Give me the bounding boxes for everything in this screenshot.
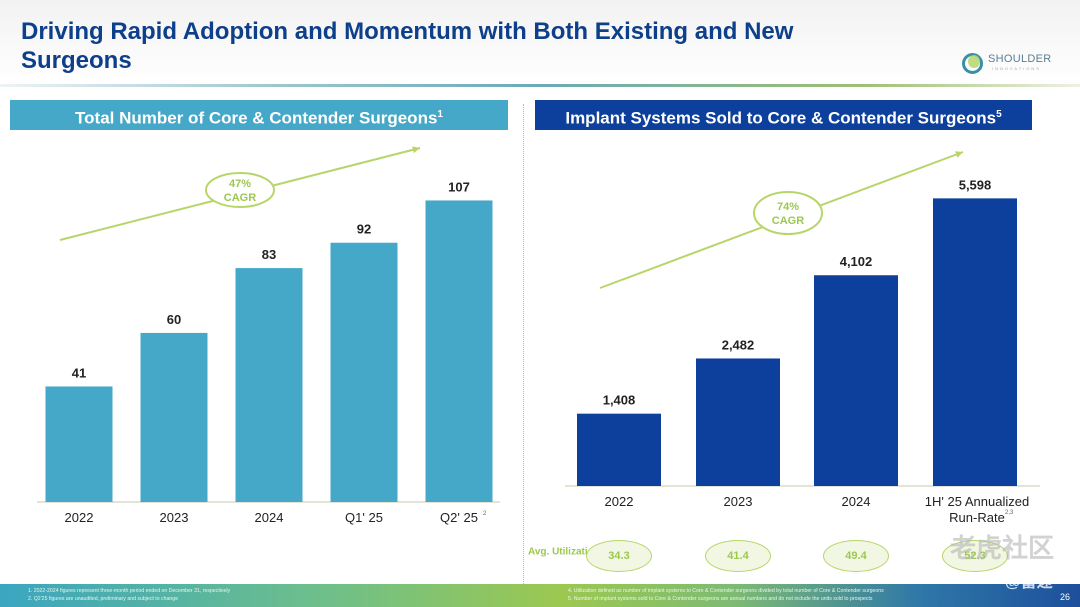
bar (330, 242, 398, 502)
x-tick-label: 2023 (724, 494, 753, 509)
bar (814, 275, 898, 486)
x-tick-label: Q1' 25 (345, 510, 383, 525)
x-tick-label: Run-Rate (949, 510, 1005, 525)
x-tick-label: 2022 (65, 510, 94, 525)
footnote-marker: 2 (483, 511, 487, 517)
footnote-2: 2. Q2'25 figures are unaudited, prelimin… (28, 596, 179, 602)
data-label: 107 (448, 179, 470, 194)
utilization-pill: 41.4 (705, 540, 771, 572)
logo-circle-icon (968, 55, 980, 68)
company-logo: SHOULDER INNOVATIONS (962, 51, 1062, 75)
footnote-4: 4. Utilization defined as number of impl… (568, 588, 884, 594)
slide-title: Driving Rapid Adoption and Momentum with… (21, 18, 794, 74)
logo-ring-icon (962, 53, 983, 74)
footnote-5: 5. Number of implant systems sold to Cor… (568, 596, 873, 602)
header-divider (0, 84, 1080, 87)
cagr-value: 47% (229, 178, 251, 190)
cagr-label: CAGR (772, 215, 804, 227)
trend-arrow-head-icon (412, 146, 420, 154)
utilization-pill: 34.3 (586, 540, 652, 572)
bar (577, 413, 661, 486)
cagr-badge (205, 172, 275, 208)
x-tick-label: 2022 (605, 494, 634, 509)
data-label: 2,482 (722, 337, 755, 352)
footnote-1: 1. 2022-2024 figures represent three-mon… (28, 588, 231, 594)
cagr-badge (753, 191, 823, 235)
bar (425, 200, 493, 503)
data-label: 4,102 (840, 254, 873, 269)
data-label: 1,408 (603, 393, 636, 408)
right-chart-title: Implant Systems Sold to Core & Contender… (535, 100, 1032, 130)
x-tick-label: 2024 (255, 510, 284, 525)
footnote-marker: 2,3 (1005, 510, 1014, 516)
logo-text: SHOULDER (988, 53, 1052, 65)
panel-divider (523, 104, 524, 584)
avg-utilization-label-text: Avg. Utilization (528, 546, 600, 558)
bar (696, 358, 780, 486)
x-tick-label: 1H' 25 Annualized (925, 494, 1029, 509)
trend-arrow-head-icon (955, 151, 963, 158)
left-chart-title-text: Total Number of Core & Contender Surgeon… (75, 108, 438, 128)
slide-header: Driving Rapid Adoption and Momentum with… (0, 0, 1080, 86)
utilization-pill: 52.3 (942, 540, 1008, 572)
data-label: 92 (357, 222, 371, 237)
left-chart-title: Total Number of Core & Contender Surgeon… (10, 100, 508, 130)
footnote-marker: 1 (437, 109, 443, 120)
slide-footer: 1. 2022-2024 figures represent three-mon… (0, 584, 1080, 607)
data-label: 83 (262, 247, 276, 262)
bar (235, 268, 303, 502)
data-label: 60 (167, 312, 181, 327)
footnote-marker: 5 (996, 109, 1002, 120)
data-label: 41 (72, 365, 86, 380)
bar (45, 386, 113, 502)
x-tick-label: Q2' 25 (440, 510, 478, 525)
watermark-text: 老虎社区 (950, 533, 1055, 563)
x-tick-label: 2023 (160, 510, 189, 525)
utilization-pill: 49.4 (823, 540, 889, 572)
data-label: 5,598 (959, 177, 992, 192)
bar (140, 332, 208, 502)
logo-subtext: INNOVATIONS (992, 66, 1041, 71)
cagr-value: 74% (777, 201, 799, 213)
bar (933, 198, 1017, 487)
x-tick-label: 2024 (842, 494, 871, 509)
cagr-label: CAGR (224, 192, 256, 204)
page-number: 26 (1060, 592, 1071, 602)
watermark-handle: @雷递 (1005, 574, 1053, 591)
charts-canvas: 47% CAGR 41 2022 60 2023 83 2024 92 Q1' 25 107 Q2' … (37, 146, 1040, 525)
right-chart-title-text: Implant Systems Sold to Core & Contender… (565, 108, 997, 128)
